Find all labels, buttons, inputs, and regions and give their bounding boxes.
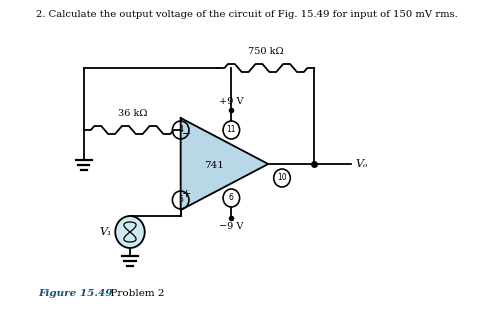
Text: 11: 11 <box>227 126 236 135</box>
Text: V₁: V₁ <box>99 227 112 237</box>
Text: 6: 6 <box>229 193 234 202</box>
Text: 2. Calculate the output voltage of the circuit of Fig. 15.49 for input of 150 mV: 2. Calculate the output voltage of the c… <box>36 10 458 19</box>
Text: +: + <box>181 189 191 199</box>
Text: 10: 10 <box>277 174 287 183</box>
Text: Figure 15.49: Figure 15.49 <box>38 290 112 299</box>
Text: 741: 741 <box>204 162 224 171</box>
Text: −9 V: −9 V <box>219 222 244 231</box>
Circle shape <box>115 216 145 248</box>
Text: −: − <box>181 129 191 139</box>
Text: 5: 5 <box>178 196 183 205</box>
Text: 750 kΩ: 750 kΩ <box>248 47 284 56</box>
Text: Problem 2: Problem 2 <box>104 290 165 299</box>
Text: 36 kΩ: 36 kΩ <box>118 109 147 118</box>
Text: +9 V: +9 V <box>219 97 244 106</box>
Text: Vₒ: Vₒ <box>356 159 368 169</box>
Text: 4: 4 <box>178 126 183 135</box>
Polygon shape <box>181 118 268 210</box>
